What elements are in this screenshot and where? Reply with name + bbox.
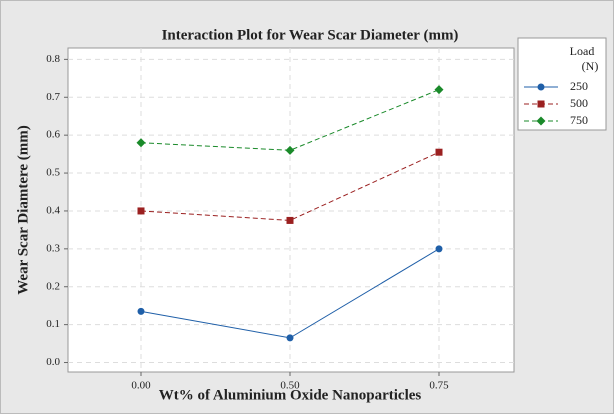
- y-tick-label: 0.3: [46, 242, 60, 254]
- x-axis-label: Wt% of Aluminium Oxide Nanoparticles: [159, 387, 422, 403]
- y-tick-label: 0.0: [46, 356, 60, 368]
- legend-title: Load: [570, 44, 595, 58]
- legend-label: 250: [570, 79, 588, 93]
- y-tick-label: 0.4: [46, 204, 60, 216]
- x-tick-label: 0.00: [131, 380, 151, 392]
- y-tick-label: 0.6: [46, 129, 60, 141]
- x-tick-label: 0.75: [429, 380, 449, 392]
- marker: [286, 334, 294, 342]
- chart-title: Interaction Plot for Wear Scar Diameter …: [162, 27, 459, 43]
- marker: [136, 138, 146, 148]
- y-axis-label: Wear Scar Diamtere (mm): [15, 125, 31, 295]
- series-line: [140, 89, 440, 151]
- y-tick-label: 0.8: [46, 53, 60, 65]
- marker: [536, 116, 546, 126]
- legend-label: 750: [570, 113, 588, 127]
- marker: [286, 216, 294, 224]
- series-line: [140, 151, 440, 221]
- legend-title: (N): [582, 59, 599, 73]
- marker: [435, 148, 443, 156]
- y-tick-label: 0.7: [46, 91, 60, 103]
- y-tick-label: 0.5: [46, 167, 60, 179]
- marker: [537, 83, 545, 91]
- marker: [435, 245, 443, 253]
- marker: [434, 85, 444, 95]
- legend-label: 500: [570, 96, 588, 110]
- y-tick-label: 0.1: [46, 318, 60, 330]
- marker: [137, 307, 145, 315]
- marker: [537, 100, 545, 108]
- x-tick-label: 0.50: [280, 380, 300, 392]
- legend-box: [517, 37, 607, 131]
- plot-area: [67, 47, 515, 373]
- y-tick-label: 0.2: [46, 280, 60, 292]
- marker: [285, 145, 295, 155]
- marker: [137, 207, 145, 215]
